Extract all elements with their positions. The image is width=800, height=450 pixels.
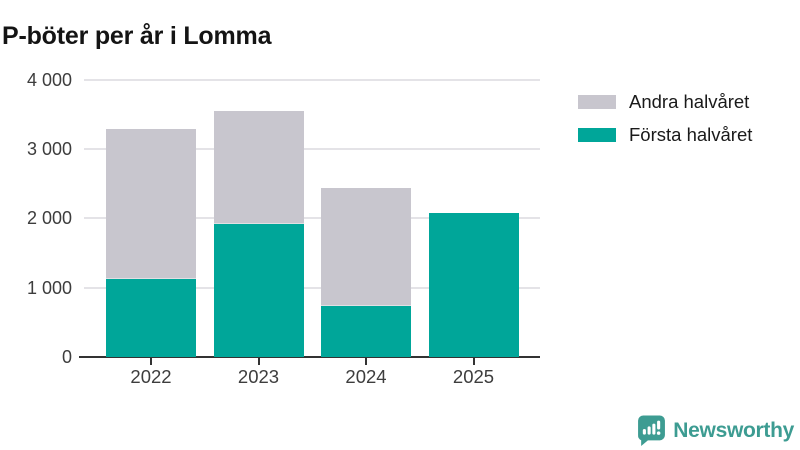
legend-label: Andra halvåret [629, 91, 750, 112]
bar-segment-forsta-halvaret-2023[interactable] [213, 223, 304, 357]
x-axis-label: 2022 [130, 366, 172, 387]
gridline-2000 [84, 217, 540, 220]
y-axis-tick-label: 4 000 [26, 69, 72, 90]
x-axis-tick [365, 358, 367, 365]
x-axis-label: 2025 [452, 366, 495, 387]
chart-title: P-böter per år i Lomma [2, 21, 272, 50]
gridline-4000 [84, 78, 540, 81]
legend-item: Andra halvåret [578, 91, 752, 113]
legend: Andra halvåret Första halvåret [578, 91, 752, 146]
x-axis-label: 2024 [345, 366, 387, 387]
legend-swatch [578, 95, 616, 109]
x-axis-tick [257, 358, 260, 365]
x-axis-tick [472, 358, 475, 365]
legend-swatch [578, 128, 616, 142]
bar-segment-forsta-halvaret-2025[interactable] [428, 213, 519, 357]
y-axis-tick-label: 1 000 [26, 277, 72, 298]
x-axis-line [79, 355, 540, 358]
bar-segment-andra-halvaret-2022[interactable] [106, 128, 196, 279]
bar-segment-andra-halvaret-2023[interactable] [213, 110, 304, 224]
x-axis-label: 2023 [237, 366, 280, 387]
x-axis-tick [150, 358, 152, 365]
y-axis-tick-label: 0 [61, 347, 72, 367]
newsworthy-logo: Newsworthy [637, 415, 794, 446]
gridline-3000 [84, 147, 540, 150]
gridline-1000 [84, 286, 540, 289]
y-axis-tick-label: 3 000 [26, 138, 72, 159]
newsworthy-logo-text: Newsworthy [673, 418, 794, 442]
legend-item: Första halvåret [578, 124, 752, 146]
legend-label: Första halvåret [629, 124, 753, 145]
bar-segment-andra-halvaret-2024[interactable] [321, 188, 411, 307]
y-axis-tick-label: 2 000 [26, 208, 72, 229]
bar-segment-forsta-halvaret-2022[interactable] [106, 278, 196, 357]
bar-segment-forsta-halvaret-2024[interactable] [321, 306, 411, 357]
newsworthy-chart-bubble-icon [638, 415, 666, 446]
